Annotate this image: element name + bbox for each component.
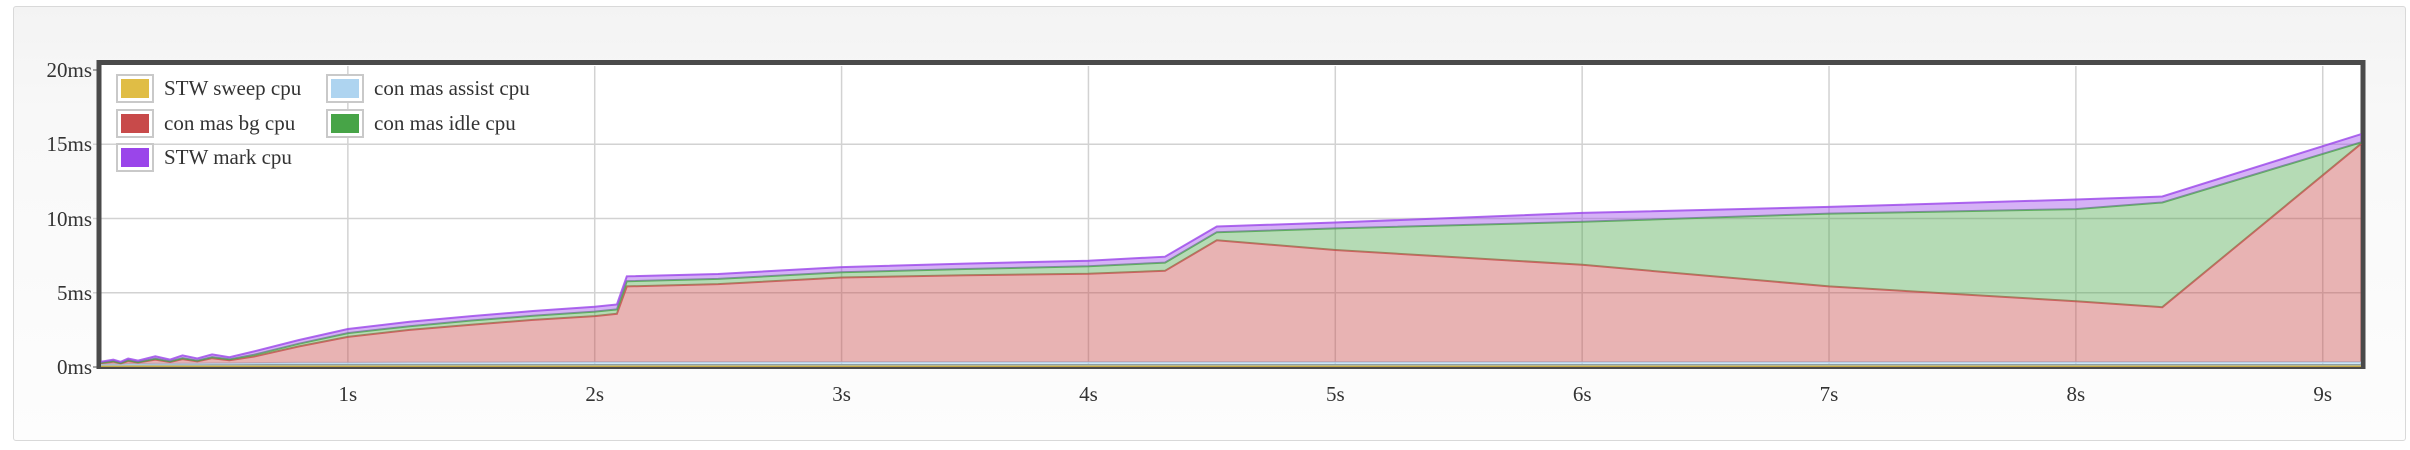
legend-item: STW sweep cpu xyxy=(116,74,302,103)
y-tick-label: 20ms xyxy=(46,58,92,82)
legend-item: con mas assist cpu xyxy=(326,74,530,103)
area-edge-con-mas-assist-cpu xyxy=(101,361,2361,366)
y-tick-label: 10ms xyxy=(46,206,92,231)
legend-label: con mas idle cpu xyxy=(374,110,516,135)
y-tick-label: 5ms xyxy=(56,280,92,305)
x-tick-label: 1s xyxy=(338,382,358,406)
area-edge-stw-mark-cpu xyxy=(100,133,2362,363)
area-edge-con-mas-idle-cpu xyxy=(100,141,2362,365)
y-tick-label: 0ms xyxy=(56,355,92,379)
legend-item: con mas bg cpu xyxy=(116,108,296,138)
legend-label: STW mark cpu xyxy=(164,145,292,169)
legend-swatch-icon xyxy=(326,74,364,103)
x-tick-label: 9s xyxy=(2313,382,2333,406)
legend-swatch-icon xyxy=(326,108,364,138)
legend-label: STW sweep cpu xyxy=(164,76,302,100)
x-tick-label: 2s xyxy=(585,382,605,406)
legend-item: con mas idle cpu xyxy=(326,108,516,138)
legend-label: con mas assist cpu xyxy=(374,76,530,100)
x-tick-label: 8s xyxy=(2066,382,2086,406)
area-con-mas-idle-cpu xyxy=(101,142,2361,364)
y-tick-label: 15ms xyxy=(46,132,92,157)
area-con-mas-bg-cpu xyxy=(101,143,2361,365)
legend-swatch-icon xyxy=(116,74,154,103)
legend-swatch-icon xyxy=(116,143,154,172)
x-tick-label: 7s xyxy=(1819,382,1839,406)
x-tick-label: 3s xyxy=(832,382,851,406)
legend-swatch-icon xyxy=(116,108,154,138)
legend-item: STW mark cpu xyxy=(116,143,292,172)
legend-label: con mas bg cpu xyxy=(164,110,296,135)
x-tick-label: 5s xyxy=(1325,382,1345,406)
x-tick-label: 6s xyxy=(1572,382,1592,406)
x-tick-label: 4s xyxy=(1079,382,1098,406)
